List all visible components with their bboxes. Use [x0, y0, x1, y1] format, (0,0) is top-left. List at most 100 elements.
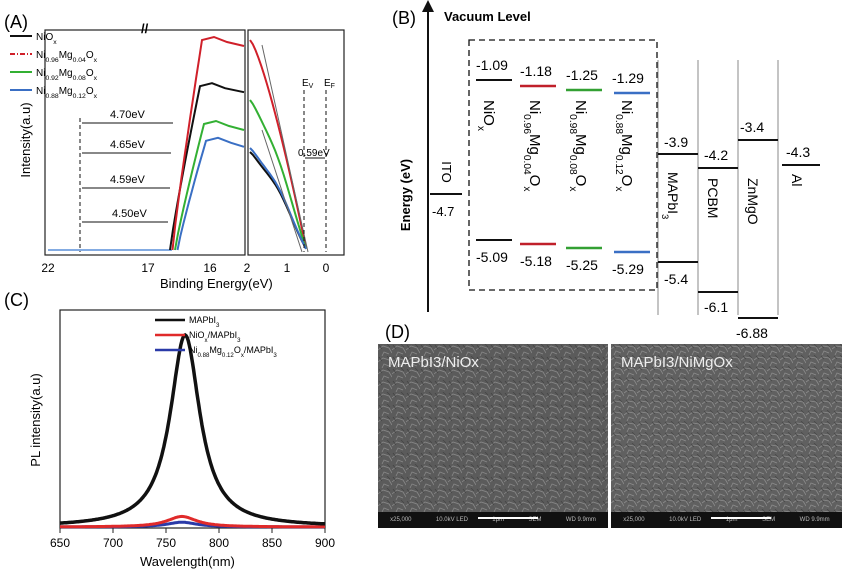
pl-legend-1: MAPbI3 — [189, 315, 220, 329]
layer-separators — [657, 60, 779, 315]
panel-b-ylabel: Energy (eV) — [398, 159, 413, 231]
ito-name: ITO — [439, 161, 454, 182]
panel-c-xlabel: Wavelength(nm) — [140, 554, 235, 569]
work-function-labels: 4.70eV 4.65eV 4.59eV 4.50eV — [110, 109, 148, 220]
mg012-bottom: -5.29 — [612, 261, 644, 277]
mg008-top: -1.25 — [566, 67, 598, 83]
nio-levels — [476, 79, 650, 254]
sem-texture-right — [611, 344, 842, 512]
mg004-top: -1.18 — [520, 63, 552, 79]
energy-axis-arrow-icon — [422, 0, 434, 12]
panel-c-frame — [59, 309, 326, 529]
mg008-bottom: -5.25 — [566, 257, 598, 273]
pl-tick-label-4: 850 — [262, 536, 282, 550]
panel-a-legend: NiOx Ni0.96Mg0.04Ox Ni0.92Mg0.08Ox Ni0.8… — [10, 32, 98, 100]
mg008-name: Ni0.98Mg0.08Ox — [568, 100, 590, 191]
transport-levels — [658, 139, 820, 319]
tick-16: 16 — [203, 261, 217, 275]
znmgo-top: -3.4 — [740, 119, 764, 135]
ito-value: -4.7 — [432, 204, 454, 219]
wf-label-1: 4.70eV — [110, 109, 146, 121]
sem-kv-right: 10.0kV LED — [669, 517, 702, 523]
mg012-name: Ni0.88Mg0.12Ox — [614, 100, 636, 191]
pl-tick-label-5: 900 — [315, 536, 335, 550]
sem-caption-right: MAPbI3/NiMgOx — [621, 354, 733, 371]
sem-scalebar-right — [711, 517, 771, 519]
fit-line-1 — [261, 44, 309, 253]
pl-tick-label-0: 650 — [50, 536, 70, 550]
work-function-arrows — [79, 118, 173, 252]
sem-wd-right: WD 9.9mm — [799, 517, 830, 523]
tick-0: 0 — [323, 261, 330, 275]
valence-series-1 — [249, 39, 307, 249]
panel-a-ticks: 22 17 16 2 1 0 — [41, 261, 329, 275]
pl-legend-3: Ni0.88Mg0.12Ox/MAPbI3 — [189, 345, 277, 359]
sem-footer-left: x25,000 10.0kV LED 1μm SEM WD 9.9mm — [378, 512, 608, 528]
tick-2: 2 — [244, 261, 251, 275]
sem-image-niox: MAPbI3/NiOx x25,000 10.0kV LED 1μm SEM W… — [378, 344, 608, 528]
al-value: -4.3 — [786, 144, 810, 160]
niox-top: -1.09 — [476, 57, 508, 73]
mg004-name: Ni0.96Mg0.04Ox — [522, 100, 544, 191]
sem-scale-right: 1μm — [725, 517, 738, 523]
pcbm-bottom: -6.1 — [704, 299, 728, 315]
fit-line-2 — [261, 129, 303, 253]
tick-17: 17 — [141, 261, 155, 275]
tick-22: 22 — [41, 261, 55, 275]
panel-d-label: (D) — [385, 322, 410, 342]
legend-mg008: Ni0.92Mg0.08Ox — [36, 68, 98, 82]
panel-c-ylabel: PL intensity(a.u) — [28, 373, 43, 466]
ups-series-0 — [169, 82, 245, 251]
niox-dashed-box — [468, 39, 658, 291]
panel-a-label: (A) — [4, 12, 28, 32]
mapbi3-bottom: -5.4 — [664, 271, 688, 287]
mg004-bottom: -5.18 — [520, 253, 552, 269]
sem-scale-left: 1μm — [492, 517, 505, 523]
valence-series-3 — [249, 147, 307, 250]
niox-bottom: -5.09 — [476, 249, 508, 265]
sem-image-nimgox: MAPbI3/NiMgOx x25,000 10.0kV LED 1μm SEM… — [611, 344, 842, 528]
panel-c-legend: MAPbI3 NiOx/MAPbI3 Ni0.88Mg0.12Ox/MAPbI3 — [155, 315, 277, 359]
sem-texture-left — [378, 344, 608, 512]
panel-b-label: (B) — [392, 8, 416, 28]
nio-values: -1.09 -5.09 -1.18 -5.18 -1.25 -5.25 -1.2… — [476, 57, 644, 277]
sem-mag-left: x25,000 — [390, 517, 412, 523]
ev-label: EV — [302, 78, 314, 90]
al-name: Al — [789, 174, 805, 186]
pl-legend-2: NiOx/MAPbI3 — [189, 330, 241, 344]
tick-1: 1 — [284, 261, 291, 275]
ups-series-1 — [171, 35, 245, 251]
ups-series-3 — [176, 136, 245, 251]
sem-kv-left: 10.0kV LED — [435, 517, 468, 523]
mg012-top: -1.29 — [612, 70, 644, 86]
pl-tick-label-1: 700 — [103, 536, 123, 550]
sem-mode-left: SEM — [528, 517, 542, 523]
mapbi3-name: MAPbI3 — [660, 172, 682, 219]
panel-c-plot — [59, 332, 326, 529]
panel-a-ylabel: Intensity(a.u) — [18, 102, 33, 177]
ef-label: EF — [324, 78, 335, 90]
sem-mag-right: x25,000 — [623, 517, 645, 523]
sem-scalebar-left — [478, 517, 538, 519]
vacuum-level-title: Vacuum Level — [444, 9, 531, 24]
pl-series-mapbi3 — [59, 332, 326, 526]
legend-mg012: Ni0.88Mg0.12Ox — [36, 86, 98, 100]
mapbi3-top: -3.9 — [664, 134, 688, 150]
wf-label-4: 4.50eV — [112, 208, 148, 220]
znmgo-name: ZnMgO — [745, 178, 761, 225]
panel-c-label: (C) — [4, 290, 29, 310]
pl-tick-label-2: 750 — [156, 536, 176, 550]
pcbm-name: PCBM — [705, 178, 721, 218]
sem-mode-right: SEM — [762, 517, 776, 523]
pcbm-top: -4.2 — [704, 147, 728, 163]
sem-caption-left: MAPbI3/NiOx — [388, 354, 479, 371]
panel-a-frame-left — [44, 29, 246, 256]
ups-series-2 — [174, 119, 245, 251]
transport-values: -3.9 -5.4 -4.2 -6.1 -3.4 -6.88 -4.3 — [664, 119, 810, 341]
znmgo-bottom: -6.88 — [736, 325, 768, 341]
valence-series-0 — [249, 151, 307, 250]
pl-series-nioxmapbi3 — [60, 514, 325, 529]
gap-label: 0.59eV — [298, 148, 330, 159]
valence-series-2 — [249, 99, 307, 250]
